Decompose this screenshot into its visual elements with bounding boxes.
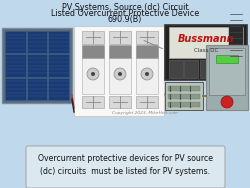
FancyBboxPatch shape xyxy=(165,82,203,110)
FancyBboxPatch shape xyxy=(209,48,245,95)
FancyBboxPatch shape xyxy=(27,78,47,100)
FancyBboxPatch shape xyxy=(165,25,247,80)
FancyBboxPatch shape xyxy=(74,26,164,116)
FancyBboxPatch shape xyxy=(48,31,69,53)
Text: PV Systems, Source (dc) Circuit: PV Systems, Source (dc) Circuit xyxy=(62,3,188,12)
FancyBboxPatch shape xyxy=(216,55,238,63)
FancyBboxPatch shape xyxy=(82,31,104,44)
FancyBboxPatch shape xyxy=(215,60,229,78)
FancyBboxPatch shape xyxy=(5,78,26,100)
FancyBboxPatch shape xyxy=(82,96,104,108)
Circle shape xyxy=(118,72,122,76)
Text: 690.9(B): 690.9(B) xyxy=(108,15,142,24)
FancyBboxPatch shape xyxy=(2,28,72,103)
FancyBboxPatch shape xyxy=(5,54,26,77)
FancyBboxPatch shape xyxy=(109,46,131,94)
Text: Overcurrent protective devices for PV source
(dc) circuits  must be listed for P: Overcurrent protective devices for PV so… xyxy=(38,154,213,176)
Circle shape xyxy=(145,72,149,76)
FancyBboxPatch shape xyxy=(229,27,243,58)
FancyBboxPatch shape xyxy=(230,60,244,78)
FancyBboxPatch shape xyxy=(136,96,158,108)
FancyBboxPatch shape xyxy=(27,31,47,53)
Text: Copyright 2023, MikeHolt.com: Copyright 2023, MikeHolt.com xyxy=(112,111,178,115)
Text: Bussmann: Bussmann xyxy=(178,34,234,44)
FancyBboxPatch shape xyxy=(26,146,225,188)
Text: Listed Overcurrent Protective Device: Listed Overcurrent Protective Device xyxy=(51,9,199,18)
FancyBboxPatch shape xyxy=(109,45,131,58)
FancyBboxPatch shape xyxy=(5,31,26,53)
FancyBboxPatch shape xyxy=(206,45,248,110)
FancyBboxPatch shape xyxy=(109,31,131,44)
FancyBboxPatch shape xyxy=(109,96,131,108)
Circle shape xyxy=(87,68,99,80)
FancyBboxPatch shape xyxy=(82,46,104,94)
FancyBboxPatch shape xyxy=(168,86,200,91)
FancyBboxPatch shape xyxy=(136,46,158,94)
FancyBboxPatch shape xyxy=(27,54,47,77)
FancyBboxPatch shape xyxy=(48,54,69,77)
Circle shape xyxy=(91,72,95,76)
Circle shape xyxy=(141,68,153,80)
FancyBboxPatch shape xyxy=(168,102,200,107)
FancyBboxPatch shape xyxy=(169,27,243,58)
FancyBboxPatch shape xyxy=(200,60,213,78)
FancyBboxPatch shape xyxy=(169,60,183,78)
Text: Class DC: Class DC xyxy=(194,48,218,52)
FancyBboxPatch shape xyxy=(136,45,158,58)
Circle shape xyxy=(114,68,126,80)
FancyBboxPatch shape xyxy=(184,60,198,78)
FancyBboxPatch shape xyxy=(136,31,158,44)
FancyBboxPatch shape xyxy=(168,94,200,99)
FancyBboxPatch shape xyxy=(82,45,104,58)
FancyBboxPatch shape xyxy=(48,78,69,100)
Circle shape xyxy=(221,96,233,108)
